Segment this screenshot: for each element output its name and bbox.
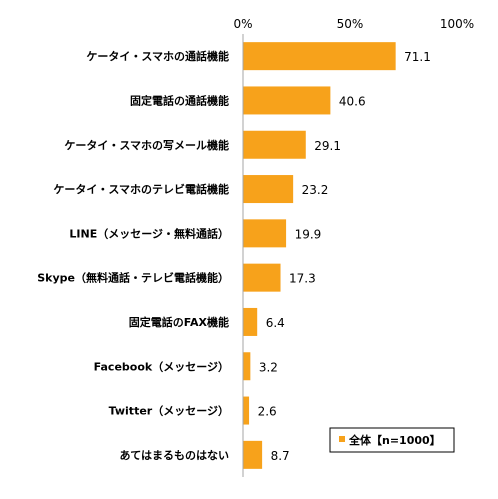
- value-labels: 71.1 40.6 29.1 23.2 19.9 17.3 6.4 3.2 2.6 8.7: [258, 50, 431, 463]
- value-label: 19.9: [295, 227, 322, 241]
- legend-label: 全体【n=1000】: [348, 433, 441, 447]
- bar: [243, 352, 251, 381]
- bars: [243, 42, 396, 469]
- bar: [243, 440, 263, 469]
- category-label: Skype（無料通話・テレビ電話機能）: [37, 271, 229, 285]
- legend-box: [329, 427, 455, 453]
- value-label: 8.7: [271, 449, 290, 463]
- category-label: Facebook（メッセージ）: [94, 360, 229, 373]
- bar: [243, 175, 294, 204]
- bar: [243, 86, 331, 115]
- category-label: 固定電話のFAX機能: [129, 315, 229, 329]
- value-label: 71.1: [404, 50, 431, 64]
- category-label: ケータイ・スマホのテレビ電話機能: [53, 182, 229, 196]
- value-label: 23.2: [302, 183, 329, 197]
- value-label: 40.6: [339, 94, 366, 108]
- value-label: 2.6: [258, 405, 277, 419]
- category-labels: ケータイ・スマホの通話機能固定電話の通話機能ケータイ・スマホの写メール機能ケータ…: [37, 49, 229, 462]
- bar: [243, 263, 281, 292]
- x-tick-label: 0%: [233, 17, 252, 31]
- bar: [243, 396, 250, 425]
- bar: [243, 307, 258, 336]
- value-label: 17.3: [289, 272, 316, 286]
- category-label: Twitter（メッセージ）: [109, 405, 229, 418]
- bar: [243, 219, 287, 248]
- legend-swatch: [339, 436, 345, 442]
- category-label: LINE（メッセージ・無料通話）: [69, 226, 229, 240]
- legend: 全体【n=1000】: [329, 427, 455, 453]
- x-tick-label: 50%: [337, 17, 364, 31]
- value-label: 3.2: [259, 360, 278, 374]
- bar: [243, 130, 306, 159]
- x-tick-label: 100%: [440, 17, 474, 31]
- category-label: ケータイ・スマホの写メール機能: [64, 138, 229, 152]
- category-label: ケータイ・スマホの通話機能: [86, 49, 229, 63]
- category-label: 固定電話の通話機能: [130, 93, 229, 107]
- category-label: あてはまるものはない: [119, 449, 229, 462]
- value-label: 6.4: [266, 316, 285, 330]
- x-axis-ticks: 0% 50% 100%: [233, 17, 474, 31]
- bar: [243, 42, 396, 71]
- value-label: 29.1: [314, 139, 341, 153]
